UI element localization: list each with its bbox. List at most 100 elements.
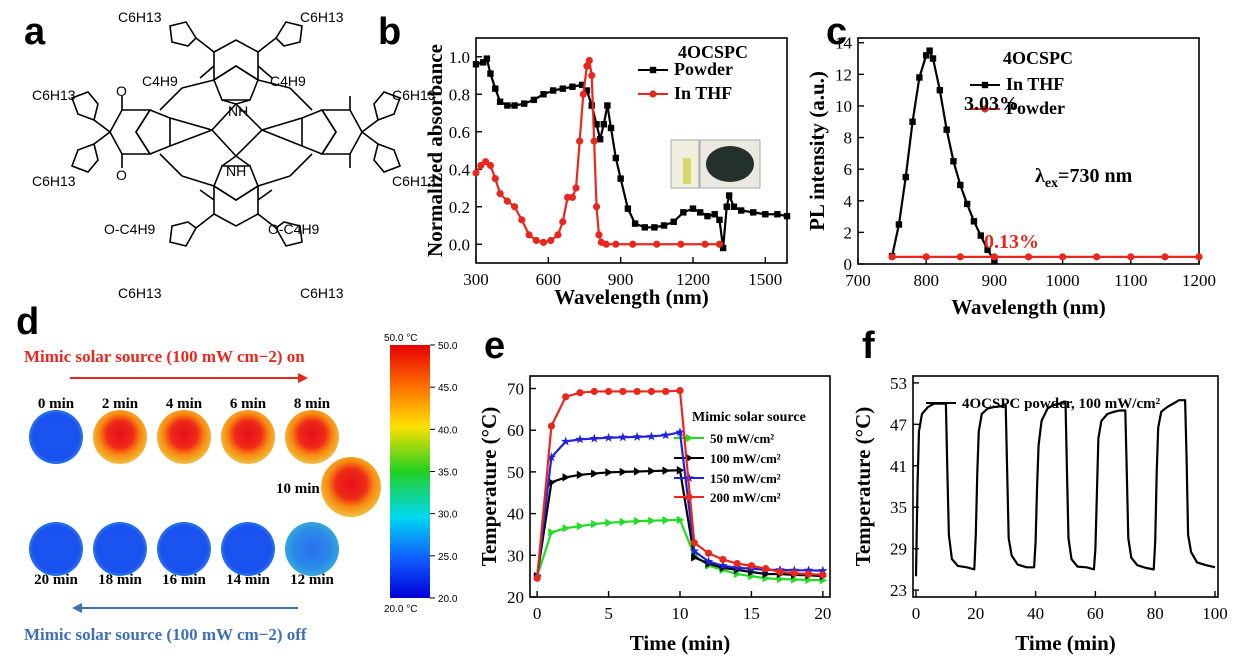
- data-point: [600, 121, 607, 128]
- data-point: [576, 470, 585, 480]
- data-point: [730, 203, 738, 210]
- data-point: [525, 231, 533, 239]
- data-point: [641, 224, 648, 231]
- data-point: [533, 574, 541, 582]
- thiophene-left-bottom: [70, 142, 99, 173]
- data-point: [596, 136, 604, 143]
- data-point: [943, 126, 950, 133]
- data-point: [539, 238, 548, 246]
- data-point: [554, 231, 562, 239]
- label-hexyl-4: C6H13: [32, 173, 76, 189]
- thermal-image-cooling: [285, 522, 339, 576]
- thermal-image-heating: [221, 410, 275, 464]
- data-point: [483, 55, 491, 62]
- thiophene-right-top: [373, 91, 402, 122]
- label-o-2: O: [116, 167, 127, 183]
- legend-title: 4OCSPC: [1003, 48, 1073, 68]
- legend-label: Powder: [1006, 98, 1065, 118]
- data-point: [576, 137, 584, 145]
- data-point: [922, 253, 930, 261]
- data-point: [496, 98, 504, 105]
- x-tick-label: 60: [1087, 604, 1104, 623]
- x-tick-label: 1200: [676, 270, 710, 289]
- data-point: [762, 211, 769, 218]
- y-axis-title: Temperature (°C): [851, 407, 875, 566]
- legend-label: 4OCSPC powder, 100 mW/cm²: [962, 396, 1161, 412]
- data-point: [605, 518, 613, 527]
- data-point: [548, 528, 556, 537]
- y-tick-label: 53: [890, 374, 907, 393]
- panel-c-letter: c: [826, 11, 847, 53]
- legend-label: In THF: [1006, 74, 1064, 94]
- data-point: [909, 118, 916, 125]
- data-point: [690, 539, 698, 547]
- data-point: [521, 100, 528, 107]
- data-point: [511, 102, 518, 109]
- data-point: [1161, 253, 1169, 261]
- data-point: [583, 87, 591, 94]
- thiophene-right-bottom: [373, 142, 402, 173]
- time-label-heating: 8 min: [294, 396, 331, 412]
- data-point: [593, 121, 600, 128]
- data-point: [783, 212, 791, 220]
- data-point: [504, 102, 511, 109]
- data-point: [719, 555, 727, 564]
- data-point: [487, 70, 494, 77]
- annotation-excitation: λex=730 nm: [1035, 165, 1133, 191]
- label-nh-1: NH: [228, 103, 248, 119]
- data-point: [819, 571, 827, 579]
- data-point: [732, 562, 742, 572]
- data-point: [607, 124, 615, 132]
- label-butoxy-o-2: O-C4H9: [268, 221, 320, 237]
- thermal-image-heating: [285, 410, 339, 464]
- data-point: [633, 387, 641, 396]
- data-point: [486, 161, 495, 170]
- panel-d: d Mimic solar source (100 mW cm−2) on 0 …: [16, 301, 458, 644]
- data-point: [589, 433, 600, 443]
- data-point: [936, 86, 944, 94]
- colorbar: [390, 345, 430, 598]
- data-point: [592, 203, 601, 211]
- thermal-image-cooling: [157, 522, 211, 576]
- series-line-1: [475, 59, 720, 246]
- colorbar-tick-label: 50.0: [438, 341, 458, 352]
- data-point: [725, 192, 733, 199]
- data-point: [532, 236, 540, 245]
- data-point: [715, 240, 724, 248]
- colorbar-ticks: 50.0 45.0 40.0 35.0 30.0 25.0 20.0: [430, 341, 458, 605]
- legend-marker: [685, 453, 694, 463]
- data-point: [1127, 253, 1135, 261]
- time-label-cooling: 18 min: [98, 572, 142, 588]
- data-point: [612, 154, 620, 162]
- panel-b-letter: b: [378, 11, 401, 53]
- x-axis-title: Time (min): [630, 631, 731, 655]
- solar-on-arrowhead: [298, 373, 308, 383]
- colorbar-tick-label: 30.0: [438, 510, 458, 521]
- data-point: [619, 387, 627, 396]
- data-point: [776, 568, 784, 576]
- data-point: [1059, 253, 1067, 261]
- colorbar-tick-label: 35.0: [438, 468, 458, 479]
- data-point: [723, 203, 730, 210]
- label-butoxy-o-1: O-C4H9: [104, 221, 156, 237]
- x-tick-label: 1100: [1114, 271, 1147, 290]
- plot-frame-f: [912, 375, 1219, 598]
- x-tick-label: 15: [743, 604, 760, 623]
- thiophene-top-left: [169, 21, 198, 47]
- label-butoxy-1: C4H9: [142, 73, 178, 89]
- y-tick-label: 1.0: [449, 48, 470, 67]
- y-tick-label: 14: [835, 34, 853, 53]
- data-point: [984, 246, 991, 253]
- data-point: [480, 59, 487, 66]
- data-point: [929, 55, 937, 62]
- data-point: [818, 565, 828, 575]
- legend-marker: [981, 81, 989, 89]
- x-tick-label: 20: [967, 604, 984, 623]
- data-point: [612, 240, 620, 248]
- data-point: [562, 473, 570, 482]
- data-point: [689, 205, 697, 212]
- chart-f: 0 20 40 60 80 100 23 29 35 41 47 53 Time (min) Temper…: [851, 374, 1228, 655]
- series-line-1: [536, 469, 823, 578]
- data-point: [590, 387, 598, 396]
- y-tick-label: 2: [844, 223, 853, 242]
